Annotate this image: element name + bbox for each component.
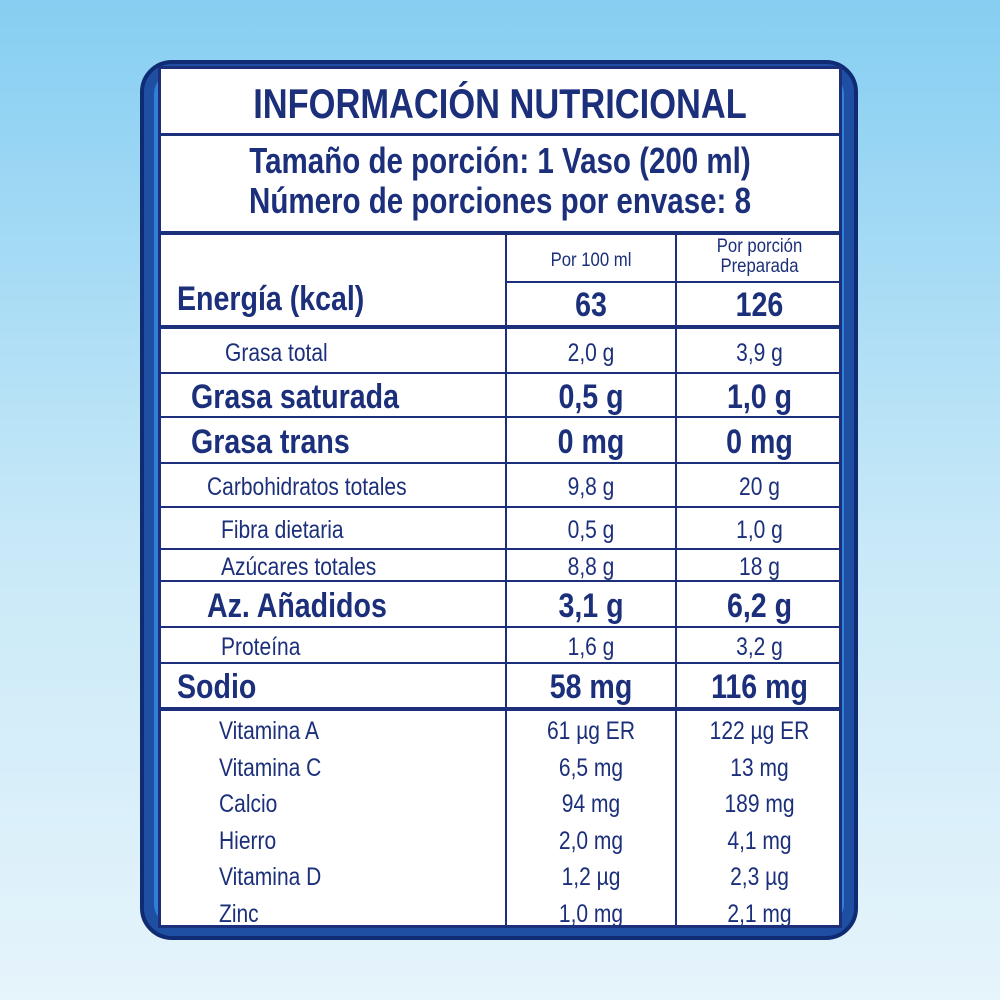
- column-divider-2-lower: [675, 711, 677, 927]
- nutrient-per-100: 0,5 g: [558, 378, 624, 416]
- vitamin-label: Vitamina A: [219, 717, 320, 745]
- row-divider: [161, 662, 839, 664]
- nutrient-per-serving: 3,2 g: [736, 633, 783, 661]
- label-title: INFORMACIÓN NUTRICIONAL: [253, 80, 747, 127]
- column-divider-1: [505, 235, 507, 811]
- row-divider: [161, 416, 839, 418]
- nutrition-label: INFORMACIÓN NUTRICIONAL Tamaño de porció…: [158, 66, 842, 928]
- energy-label: Energía (kcal): [177, 280, 365, 318]
- row-divider: [161, 580, 839, 582]
- title-divider: [161, 133, 839, 136]
- row-divider: [161, 626, 839, 628]
- nutrient-per-100: 0 mg: [557, 423, 625, 461]
- vitamin-label: Zinc: [219, 899, 259, 928]
- vitamin-per-100: 1,0 mg: [558, 899, 624, 928]
- vitamin-label: Vitamina D: [219, 863, 322, 891]
- vitamin-per-100: 94 mg: [561, 790, 621, 818]
- vitamin-per-serving: 122 µg ER: [709, 717, 810, 745]
- vitamin-per-100: 61 µg ER: [547, 717, 635, 745]
- energy-per-100: 63: [575, 286, 607, 324]
- vitamin-per-serving: 2,1 mg: [727, 899, 792, 928]
- nutrient-per-100: 2,0 g: [567, 339, 615, 367]
- vitamin-label: Hierro: [219, 826, 277, 855]
- nutrient-label: Fibra dietaria: [221, 516, 344, 544]
- vitamin-per-serving: 2,3 µg: [730, 863, 789, 891]
- nutrient-label: Sodio: [177, 668, 257, 706]
- column-header-per-100: Por 100 ml: [550, 250, 632, 271]
- vitamin-label: Vitamina C: [219, 753, 322, 782]
- vitamin-per-100: 1,2 µg: [561, 863, 621, 891]
- vitamin-per-serving: 189 mg: [724, 790, 795, 818]
- nutrient-label: Grasa total: [225, 339, 328, 367]
- nutrient-per-serving: 0 mg: [726, 423, 793, 461]
- column-divider-2: [675, 235, 677, 811]
- nutrient-per-serving: 1,0 g: [736, 516, 783, 544]
- column-header-divider: [505, 281, 839, 283]
- nutrient-per-serving: 1,0 g: [726, 378, 793, 416]
- vitamin-divider: [161, 707, 839, 711]
- nutrient-per-serving: 3,9 g: [736, 339, 783, 367]
- row-divider: [161, 372, 839, 374]
- nutrient-label: Azúcares totales: [221, 553, 377, 581]
- vitamin-label: Calcio: [219, 790, 278, 818]
- nutrient-label: Carbohidratos totales: [207, 473, 407, 501]
- serving-divider: [161, 231, 839, 235]
- vitamin-per-100: 6,5 mg: [558, 753, 624, 782]
- nutrient-label: Grasa trans: [191, 423, 350, 461]
- servings-per-container: Número de porciones por envase: 8: [249, 180, 751, 221]
- nutrient-per-serving: 6,2 g: [726, 587, 793, 625]
- row-divider: [161, 548, 839, 550]
- nutrient-per-100: 0,5 g: [567, 516, 615, 544]
- vitamin-per-serving: 13 mg: [730, 753, 789, 782]
- vitamin-per-100: 2,0 mg: [558, 826, 624, 855]
- energy-divider: [161, 325, 839, 329]
- row-divider: [161, 462, 839, 464]
- nutrient-per-serving: 116 mg: [711, 668, 808, 706]
- nutrient-per-serving: 18 g: [739, 553, 780, 581]
- nutrient-label: Az. Añadidos: [207, 587, 387, 625]
- nutrient-per-100: 9,8 g: [567, 473, 615, 501]
- column-header-per-serving-line1: Por porción: [716, 236, 803, 257]
- nutrient-per-100: 1,6 g: [567, 633, 615, 661]
- serving-size: Tamaño de porción: 1 Vaso (200 ml): [249, 140, 751, 181]
- column-header-per-serving-line2: Preparada: [720, 256, 799, 277]
- nutrient-per-100: 3,1 g: [558, 587, 624, 625]
- nutrient-per-serving: 20 g: [739, 473, 780, 501]
- row-divider: [161, 506, 839, 508]
- vitamin-per-serving: 4,1 mg: [727, 826, 792, 855]
- nutrient-per-100: 58 mg: [549, 668, 633, 706]
- column-divider-1-lower: [505, 711, 507, 927]
- energy-per-serving: 126: [735, 286, 784, 324]
- nutrient-label: Proteína: [221, 633, 301, 661]
- nutrient-per-100: 8,8 g: [567, 553, 615, 581]
- nutrient-label: Grasa saturada: [191, 378, 399, 416]
